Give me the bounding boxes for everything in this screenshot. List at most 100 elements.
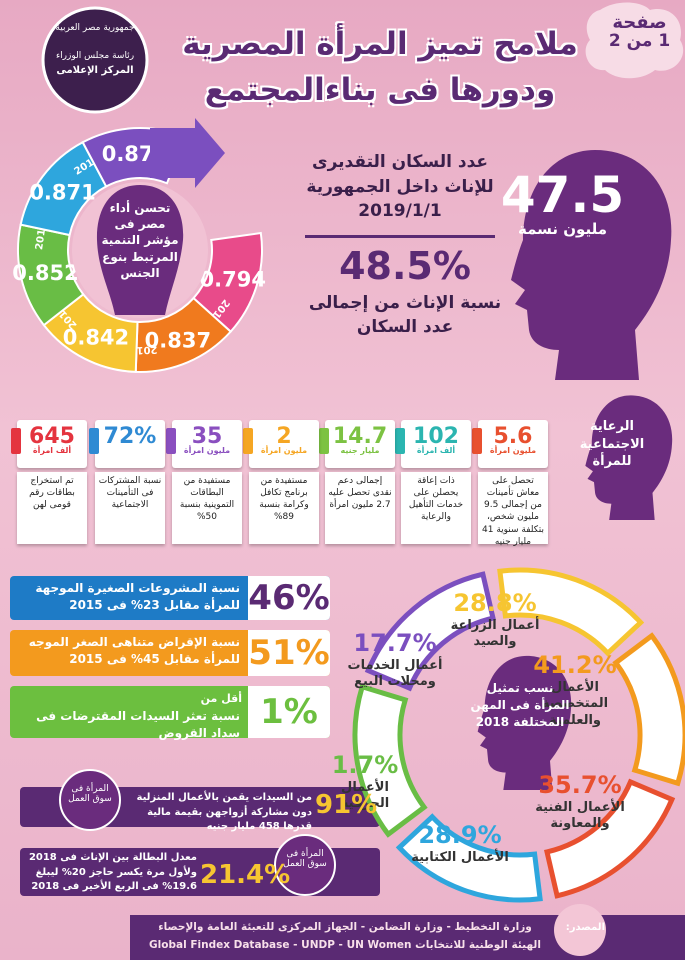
occupation-petal	[497, 567, 645, 657]
card-tab	[166, 428, 176, 454]
card-unit: مليون امرأة	[183, 446, 231, 455]
card-text: تحصل على معاش تأمينات من إجمالى 9.5 مليو…	[478, 472, 548, 547]
logo-line: جمهورية مصر العربية	[55, 23, 135, 33]
labor-value: 91%	[315, 790, 378, 820]
occupation-value: 28.8%	[453, 589, 537, 617]
finance-bar: 1% أقل من نسبة تعثر السيدات المقترضات فى س…	[10, 686, 330, 740]
card-value: 14.7	[332, 424, 388, 449]
divider	[305, 235, 495, 238]
finance-text: نسبة تعثر السيدات المقترضات فى سداد القر…	[36, 709, 240, 741]
finance-value-box: 51%	[248, 630, 330, 676]
occupation-label: أعمال الزراعة والصيد	[450, 618, 540, 650]
source-line: وزارة التخطيط - وزارة التضامن - الجهاز ا…	[158, 921, 532, 933]
card-text: تم استخراج بطاقات رقم قومى لهن	[17, 472, 87, 544]
social-card: 35 مليون امرأة مستفيدة من البطاقات التموين…	[166, 420, 242, 544]
count-unit: مليون نسمة	[517, 220, 607, 238]
occupation-label: الأعمال الحرفية	[340, 780, 390, 812]
occupation-label: الأعمال الفنية والمعاونة	[535, 800, 625, 832]
social-card: 102 ألف امرأة ذات إعاقة يحصلن على خدمات ال…	[395, 420, 471, 544]
share-value: 48.5%	[339, 244, 471, 288]
card-value: 2	[276, 424, 292, 449]
occupation-value: 28.9%	[418, 821, 502, 849]
occupation-item: 41.2% الأعمال المتخصصة والعلمية	[525, 650, 625, 729]
occupation-petal	[364, 571, 497, 692]
finance-prefix: أقل من	[200, 692, 242, 705]
title: ملامح تميز المرأة المصرية	[182, 26, 578, 62]
logo-text: جمهورية مصر العربية رئاسة مجلس الوزراء ا…	[48, 22, 142, 78]
labor-text: معدل البطالة بين الإناث فى 2018 ولأول مر…	[28, 852, 197, 892]
ring-year: 2013	[129, 343, 157, 355]
labor-badge-text: المرأة فى سوق العمل	[68, 784, 112, 804]
ring-arrow	[150, 118, 225, 188]
finance-value: 1%	[260, 692, 318, 732]
occupation-value: 1.7%	[331, 751, 399, 779]
social-card: 14.7 مليار جنيه إجمالى دعم نقدى تحصل عليه …	[319, 420, 395, 544]
gdi-ring: 0.79420120.83720130.84220140.85220150.87…	[12, 118, 266, 373]
finance-value: 46%	[248, 578, 330, 618]
occupation-value: 41.2%	[533, 651, 617, 679]
occupations-ring	[352, 567, 685, 903]
card-unit: ألف امرأة	[416, 446, 456, 455]
occupation-label: الأعمال المتخصصة والعلمية	[541, 680, 609, 728]
logo-line: رئاسة مجلس الوزراء	[55, 50, 135, 61]
population-date: 2019/1/1	[358, 201, 442, 222]
card-tab	[395, 428, 405, 454]
occupations-caption: نسب تمثيل المرأة فى المهن المختلفة 2018	[470, 681, 570, 729]
card-unit: مليون امرأة	[489, 446, 537, 455]
occupation-item: 35.7% الأعمال الفنية والمعاونة	[530, 770, 630, 833]
logo-line: المركز الإعلامى	[56, 65, 134, 76]
finance-value-box: 1%	[248, 686, 330, 738]
card-text: إجمالى دعم نقدى تحصل عليه 2.7 مليون امرأ…	[325, 472, 395, 544]
occupation-petal	[395, 813, 543, 903]
finance-bar: 51% نسبة الإقراض متناهى الصغر الموجه للمر…	[10, 630, 330, 676]
population-label: عدد السكان التقديرى للإناث داخل الجمهوري…	[300, 150, 500, 224]
social-card: 2 مليون امرأة مستفيدة من برنامج تكافل وكرا…	[243, 420, 319, 544]
card-tab	[319, 428, 329, 454]
ring-head	[96, 185, 184, 315]
logo	[41, 6, 149, 114]
card-tab	[11, 428, 21, 454]
ring-value: 0.837	[145, 328, 211, 352]
card-unit: مليار جنيه	[340, 446, 380, 455]
card-head: 2 مليون امرأة	[249, 420, 319, 468]
card-tab	[243, 428, 253, 454]
page-badge-bg	[585, 2, 684, 79]
page-badge: صفحة 1 من 2	[602, 12, 677, 51]
occupation-item: 28.9% الأعمال الكتابية	[410, 820, 510, 866]
card-text: نسبة المشتركات فى التأمينات الاجتماعية	[95, 472, 165, 544]
labor-value: 21.4%	[200, 860, 291, 890]
social-card: 72% نسبة المشتركات فى التأمينات الاجتماعي…	[89, 420, 165, 544]
card-head: 72%	[95, 420, 165, 468]
finance-value: 51%	[248, 633, 330, 673]
labor-badge-text: المرأة فى سوق العمل	[283, 849, 327, 869]
page-number: 1 من 2	[608, 30, 671, 51]
card-head: 14.7 مليار جنيه	[325, 420, 395, 468]
card-value: 72%	[103, 424, 157, 449]
occupation-petal	[543, 778, 676, 899]
card-head: 5.6 مليون امرأة	[478, 420, 548, 468]
finance-bar: 46% نسبة المشروعات الصغيرة الموجهة للمرأة…	[10, 576, 330, 620]
population-text: عدد السكان التقديرى للإناث داخل الجمهوري…	[306, 152, 494, 197]
card-value: 5.6	[493, 424, 533, 449]
social-heading: الرعاية الاجتماعية للمرأة	[579, 419, 645, 470]
card-head: 35 مليون امرأة	[172, 420, 242, 468]
share-label: نسبة الإناث من إجمالى عدد السكان	[308, 293, 502, 337]
finance-text: نسبة الإقراض متناهى الصغر الموجه للمرأة …	[28, 635, 240, 667]
card-unit: مليون امرأة	[260, 446, 308, 455]
occupation-item: 17.7% أعمال الخدمات ومحلات البيع	[345, 628, 445, 691]
occupation-value: 35.7%	[538, 771, 622, 799]
card-value: 645	[29, 424, 75, 449]
occupation-petal	[352, 683, 428, 838]
occupation-value: 17.7%	[353, 629, 437, 657]
ring-value: 0.794	[200, 267, 266, 291]
page-label: صفحة	[612, 12, 667, 33]
occupation-label: الأعمال الكتابية	[411, 850, 509, 865]
card-head: 102 ألف امرأة	[401, 420, 471, 468]
ring-value: 0.852	[12, 261, 78, 285]
labor-text: من السيدات يقمن بالأعمال المنزلية دون مش…	[136, 792, 312, 832]
title: ودورها فى بناءالمجتمع	[204, 72, 556, 108]
card-tab	[89, 428, 99, 454]
labor-badge	[274, 834, 336, 896]
finance-value-box: 46%	[248, 576, 330, 620]
